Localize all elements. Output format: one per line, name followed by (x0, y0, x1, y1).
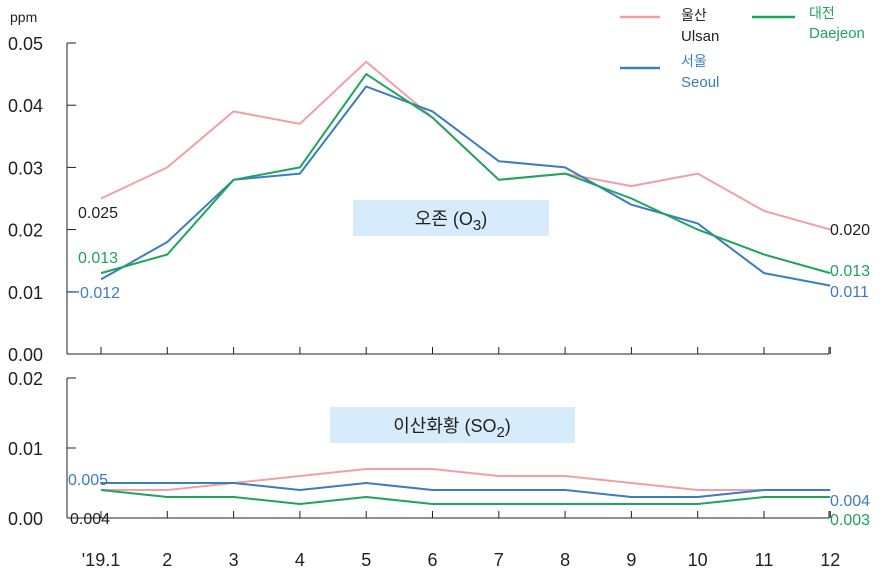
data-label-ulsan: 0.020 (830, 222, 870, 239)
y-tick-label: 0.05 (8, 34, 43, 54)
axes-layer: 0.00 0.01 0.02 0.03 0.04 0.05 0.00 0.01 0.02 '19.… (8, 9, 840, 570)
legend-label-ko: 대전 (809, 5, 835, 21)
series-line-seoul (101, 482, 831, 498)
x-tick-label: 8 (560, 550, 570, 570)
data-label-ulsan: 0.025 (78, 205, 118, 222)
series-lines-layer (100, 60, 831, 505)
legend-label-en: Daejeon (809, 25, 865, 42)
title-boxes-layer: 오존 (O3) 이산화황 (SO2) (330, 200, 575, 443)
y-tick-label: 0.04 (8, 96, 43, 116)
legend-item-daejeon: 대전 Daejeon (752, 5, 865, 42)
y-axis-unit: ppm (10, 9, 37, 25)
legend-label-ko: 서울 (681, 53, 707, 69)
chart-title: 이산화황 (SO2) (393, 416, 511, 441)
data-label-seoul: 0.004 (830, 493, 870, 510)
series-line-seoul (100, 85, 831, 287)
chart-panel-1: 0.00 0.01 0.02 0.03 0.04 0.05 (8, 34, 831, 365)
legend-label-ko: 울산 (681, 7, 707, 23)
x-tick-label: 2 (162, 550, 172, 570)
data-labels-layer: 0.025 0.013 0.012 0.020 0.013 0.011 0.005 0.004… (68, 205, 870, 529)
y-tick-label: 0.00 (8, 509, 43, 529)
chart-panel-2: 0.00 0.01 0.02 '19.1 2 3 4 5 6 7 8 9 10 11 12 (8, 369, 840, 570)
y-tick-label: 0.01 (8, 439, 43, 459)
data-label-seoul: 0.005 (68, 472, 108, 489)
legend-label-en: Seoul (681, 74, 719, 91)
y-tick-label: 0.01 (8, 283, 43, 303)
y-tick-label: 0.02 (8, 369, 43, 389)
data-label-daejeon: 0.013 (78, 250, 118, 267)
x-tick-label: 7 (494, 550, 504, 570)
data-label-seoul: 0.011 (830, 284, 869, 301)
legend-item-seoul: 서울 Seoul (620, 53, 719, 91)
x-tick-label: 11 (755, 550, 774, 570)
series-line-daejeon (100, 73, 831, 275)
legend-item-ulsan: 울산 Ulsan (620, 7, 719, 45)
y-tick-label: 0.02 (8, 221, 43, 241)
chart-title-box (330, 407, 575, 443)
data-label-daejeon: 0.013 (830, 263, 870, 280)
x-tick-label: 6 (427, 550, 437, 570)
y-tick-label: 0.00 (8, 345, 43, 365)
x-tick-label: 4 (295, 550, 305, 570)
data-label-daejeon: 0.003 (830, 512, 870, 529)
data-label-seoul: 0.012 (80, 285, 120, 302)
data-label-ulsan: 0.004 (70, 511, 110, 528)
chart-title-box (353, 200, 549, 236)
chart-title: 오존 (O3) (415, 209, 487, 234)
x-tick-label: 12 (820, 550, 840, 570)
x-tick-label: 3 (229, 550, 239, 570)
legend-label-en: Ulsan (681, 28, 719, 45)
series-line-daejeon (100, 489, 831, 505)
legend: 울산 Ulsan 대전 Daejeon 서울 Seoul (620, 5, 865, 91)
x-tick-label: '19.1 (82, 550, 120, 570)
x-tick-label: 9 (626, 550, 636, 570)
series-line-ulsan (101, 468, 831, 491)
x-tick-label: 5 (361, 550, 371, 570)
x-tick-label: 10 (688, 550, 708, 570)
y-tick-label: 0.03 (8, 158, 43, 178)
